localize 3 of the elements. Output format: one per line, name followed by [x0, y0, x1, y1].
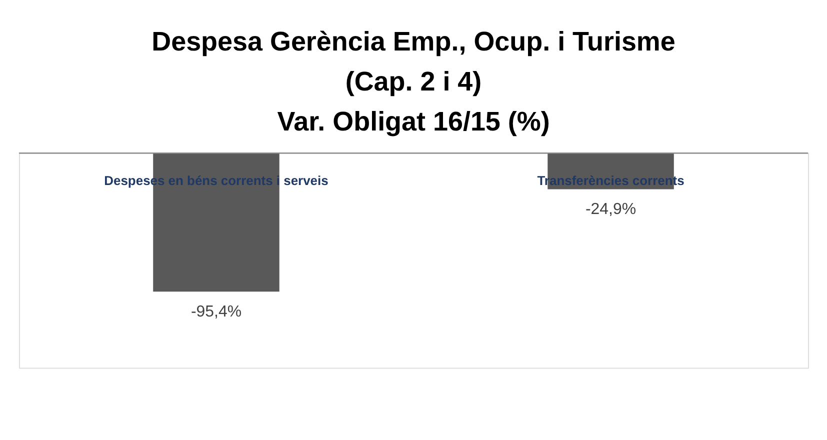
data-label: -95,4%	[190, 304, 242, 321]
data-label: -24,9%	[585, 201, 636, 218]
chart-title: Despesa Gerència Emp., Ocup. i Turisme (Cap. 2 i 4) Var. Obligat 16/15 (%)	[152, 26, 676, 136]
